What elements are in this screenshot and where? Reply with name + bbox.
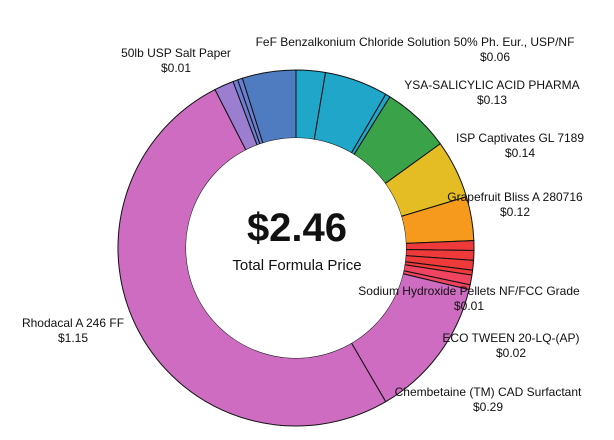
- label-price: $0.29: [472, 400, 504, 414]
- label-name: 50lb USP Salt Paper: [121, 46, 231, 60]
- label-eco-tween: ECO TWEEN 20-LQ-(AP) $0.02: [433, 331, 589, 361]
- label-name: ECO TWEEN 20-LQ-(AP): [442, 331, 580, 345]
- label-price: $0.01: [453, 299, 485, 313]
- label-price: $1.15: [57, 331, 89, 345]
- label-ysa-salicylic: YSA-SALICYLIC ACID PHARMA $0.13: [392, 78, 592, 108]
- label-name: Sodium Hydroxide Pellets NF/FCC Grade: [358, 284, 580, 298]
- label-price: $0.06: [479, 50, 511, 64]
- label-rhodacal: Rhodacal A 246 FF $1.15: [14, 316, 132, 346]
- center-total: $2.46: [246, 206, 348, 250]
- donut-hole: [186, 138, 406, 358]
- label-price: $0.12: [499, 205, 531, 219]
- label-fef-benzalkonium: FeF Benzalkonium Chloride Solution 50% P…: [240, 35, 590, 65]
- label-price: $0.14: [504, 146, 536, 160]
- label-price: $0.02: [495, 346, 527, 360]
- label-chembetaine: Chembetaine (TM) CAD Surfactant $0.29: [384, 385, 592, 415]
- label-isp-captivates: ISP Captivates GL 7189 $0.14: [447, 131, 593, 161]
- label-name: Grapefruit Bliss A 280716: [447, 190, 583, 204]
- label-name: FeF Benzalkonium Chloride Solution 50% P…: [255, 35, 575, 49]
- label-sodium-hydroxide: Sodium Hydroxide Pellets NF/FCC Grade $0…: [346, 284, 592, 314]
- label-price: $0.01: [160, 61, 192, 75]
- label-name: Rhodacal A 246 FF: [21, 316, 125, 330]
- label-50lb-salt-paper: 50lb USP Salt Paper $0.01: [112, 46, 240, 76]
- label-name: Chembetaine (TM) CAD Surfactant: [394, 385, 582, 399]
- label-name: YSA-SALICYLIC ACID PHARMA: [404, 78, 580, 92]
- label-price: $0.13: [476, 93, 508, 107]
- label-grapefruit-bliss: Grapefruit Bliss A 280716 $0.12: [440, 190, 590, 220]
- center-caption: Total Formula Price: [232, 257, 362, 274]
- label-name: ISP Captivates GL 7189: [455, 131, 585, 145]
